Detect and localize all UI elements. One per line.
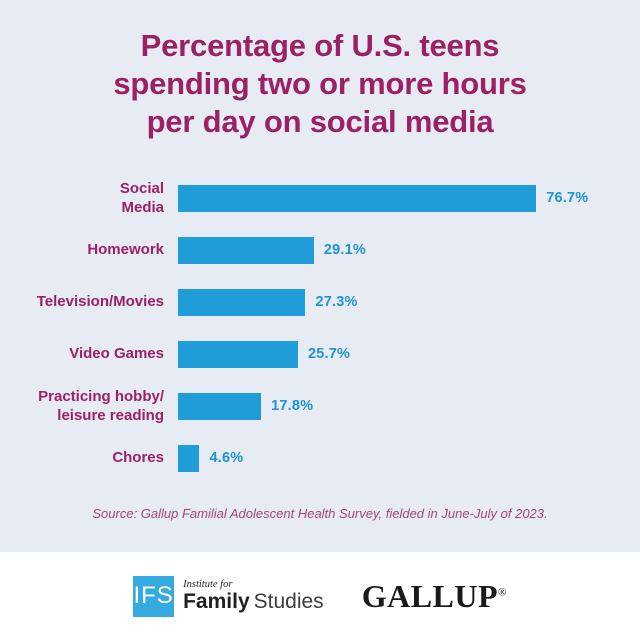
ifs-logo: IFS Institute for Family Studies bbox=[133, 575, 324, 617]
bar-chart: Social Media 76.7% Homework 29.1% Television… bbox=[20, 172, 640, 484]
bar-row: Practicing hobby/ leisure reading 17.8% bbox=[20, 380, 640, 432]
ifs-name-regular: Studies bbox=[253, 589, 324, 613]
bar-label: Practicing hobby/ leisure reading bbox=[38, 387, 164, 425]
bar-value: 76.7% bbox=[546, 190, 589, 206]
bar-value: 29.1% bbox=[323, 242, 367, 258]
bar-track: 25.7% bbox=[178, 340, 640, 368]
source-note: Source: Gallup Familial Adolescent Healt… bbox=[92, 506, 548, 521]
ifs-logo-text: Institute for Family Studies bbox=[183, 579, 324, 613]
ifs-tagline: Institute for bbox=[183, 578, 233, 590]
bar-value: 4.6% bbox=[209, 450, 244, 466]
bar-value: 25.7% bbox=[308, 346, 351, 362]
ifs-name: Family Studies bbox=[183, 589, 324, 613]
bar-value: 17.8% bbox=[271, 398, 314, 414]
bar-label: Social Media bbox=[119, 179, 164, 217]
bar-track: 4.6% bbox=[178, 444, 640, 472]
bar-label: Homework bbox=[87, 241, 164, 259]
bar-row: Chores 4.6% bbox=[20, 432, 640, 484]
bar bbox=[178, 288, 306, 316]
bar-label: Television/Movies bbox=[36, 293, 164, 311]
registered-trademark-icon: ® bbox=[498, 585, 507, 598]
footer-logo-bar: IFS Institute for Family Studies GALLUP® bbox=[0, 552, 640, 640]
bar-label: Chores bbox=[112, 449, 164, 467]
bar-row: Video Games 25.7% bbox=[20, 328, 640, 380]
bar-value: 27.3% bbox=[315, 294, 358, 310]
bar-row: Television/Movies 27.3% bbox=[20, 276, 640, 328]
bar bbox=[178, 444, 200, 472]
gallup-wordmark: GALLUP bbox=[361, 577, 499, 614]
bar bbox=[178, 236, 314, 264]
bar bbox=[178, 184, 537, 212]
bar-row: Social Media 76.7% bbox=[20, 172, 640, 224]
bar-track: 29.1% bbox=[178, 236, 640, 264]
chart-title: Percentage of U.S. teens spending two or… bbox=[113, 28, 527, 139]
bar-track: 17.8% bbox=[178, 392, 640, 420]
gallup-logo: GALLUP® bbox=[362, 578, 507, 615]
bar-row: Homework 29.1% bbox=[20, 224, 640, 276]
bar-track: 76.7% bbox=[178, 184, 640, 212]
bar-track: 27.3% bbox=[178, 288, 640, 316]
bar bbox=[178, 392, 262, 420]
bar bbox=[178, 340, 299, 368]
bar-label: Video Games bbox=[69, 345, 164, 363]
ifs-name-bold: Family bbox=[183, 589, 250, 613]
ifs-logo-icon: IFS bbox=[133, 575, 175, 617]
